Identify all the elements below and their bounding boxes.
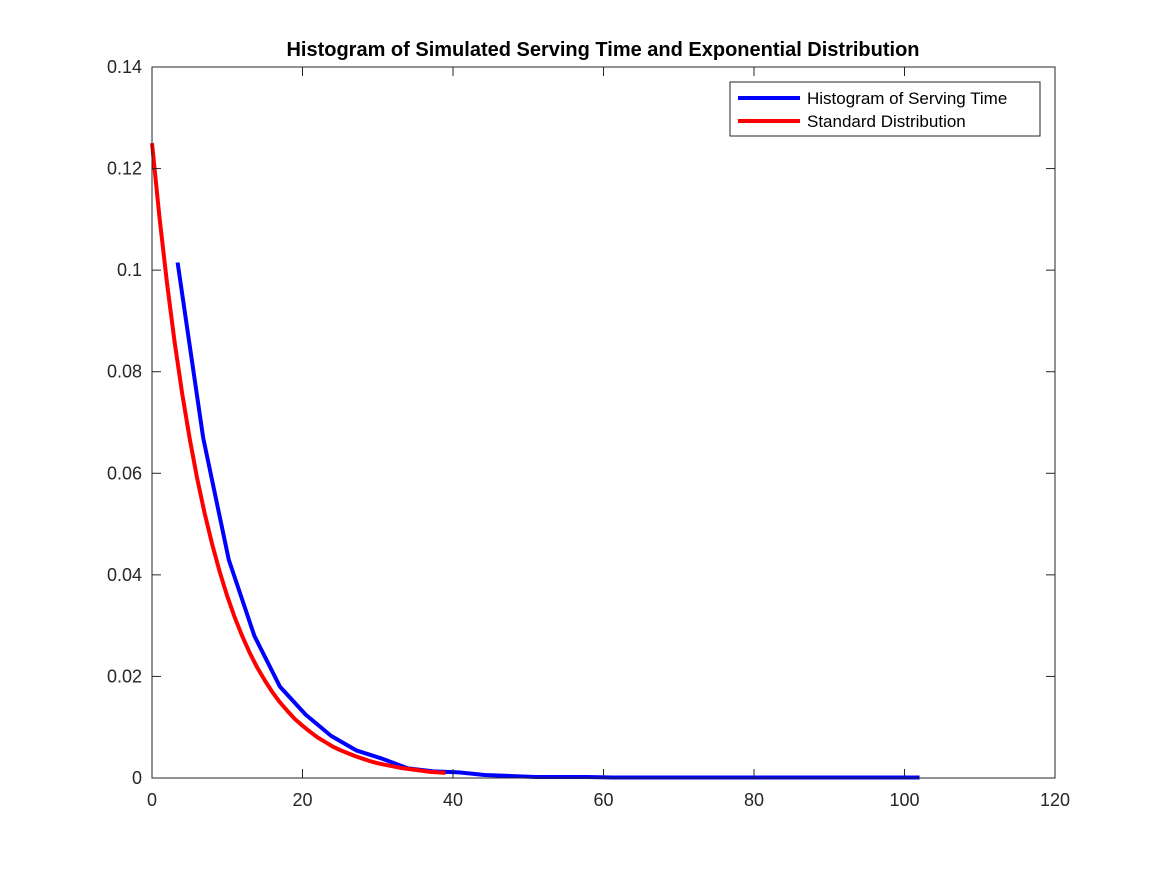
plot-area (152, 67, 1055, 778)
series-line-standard-distribution (150, 142, 446, 775)
y-tick-label: 0.14 (107, 57, 142, 77)
x-tick-label: 60 (593, 790, 613, 810)
x-tick-label: 120 (1040, 790, 1070, 810)
x-tick-label: 20 (292, 790, 312, 810)
y-tick-label: 0.12 (107, 159, 142, 179)
y-tick-label: 0.08 (107, 362, 142, 382)
series-layer (150, 142, 920, 780)
y-tick-label: 0.1 (117, 260, 142, 280)
x-tick-label: 80 (744, 790, 764, 810)
legend-label-histogram: Histogram of Serving Time (807, 89, 1007, 108)
x-tick-label: 0 (147, 790, 157, 810)
x-tick-label: 40 (443, 790, 463, 810)
legend: Histogram of Serving Time Standard Distr… (729, 81, 1041, 137)
x-tick-label: 100 (889, 790, 919, 810)
y-tick-label: 0.06 (107, 463, 142, 483)
chart-title: Histogram of Simulated Serving Time and … (286, 39, 919, 61)
legend-label-standard: Standard Distribution (807, 112, 966, 131)
y-tick-label: 0 (132, 768, 142, 788)
legend-box (729, 81, 1041, 137)
y-tick-label: 0.02 (107, 666, 142, 686)
axes-layer (151, 66, 1056, 779)
y-tick-label: 0.04 (107, 565, 142, 585)
series-line-histogram-of-serving-time (175, 262, 920, 780)
tick-labels: 0 20 40 60 80 100 120 0 0.02 0.04 0.06 0.08 0.1 0.12 0… (107, 57, 1070, 810)
